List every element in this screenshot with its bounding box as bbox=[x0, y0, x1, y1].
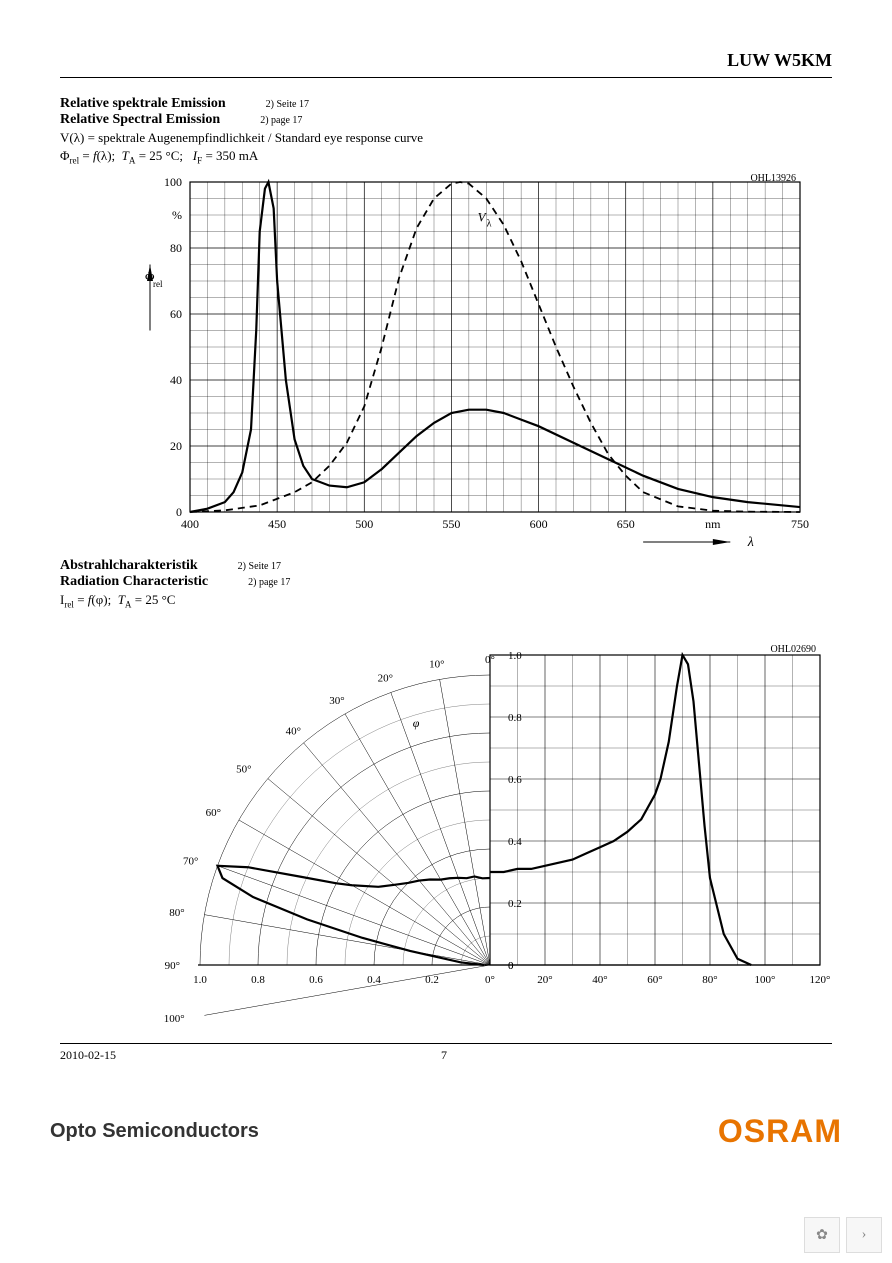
chart2-fn-en: 2) page 17 bbox=[248, 577, 290, 588]
product-code: LUW W5KM bbox=[60, 50, 832, 77]
svg-text:0.8: 0.8 bbox=[508, 712, 522, 724]
svg-text:0.2: 0.2 bbox=[508, 898, 522, 910]
svg-text:20: 20 bbox=[170, 439, 182, 453]
svg-text:0.8: 0.8 bbox=[251, 974, 265, 986]
svg-text:80°: 80° bbox=[169, 907, 184, 919]
chart2-formula: Irel = f(φ); TA = 25 °C bbox=[60, 592, 832, 610]
svg-text:0.4: 0.4 bbox=[367, 974, 381, 986]
svg-text:0: 0 bbox=[508, 960, 514, 972]
chart1-fn-en: 2) page 17 bbox=[260, 115, 302, 126]
svg-text:50°: 50° bbox=[236, 763, 251, 775]
svg-text:0.2: 0.2 bbox=[425, 974, 439, 986]
svg-text:90°: 90° bbox=[165, 960, 180, 972]
svg-text:80°: 80° bbox=[702, 974, 717, 986]
svg-text:40: 40 bbox=[170, 373, 182, 387]
svg-text:1.0: 1.0 bbox=[193, 974, 207, 986]
radiation-characteristic-chart: 0° 10° 20° 30° 40° 50° 60° 70° 80° 90° 100° 1.0 0.8 0… bbox=[120, 615, 840, 1035]
svg-text:60°: 60° bbox=[206, 807, 221, 819]
corner-icon-app[interactable]: ✿ bbox=[804, 1217, 840, 1253]
svg-text:20°: 20° bbox=[378, 673, 393, 685]
svg-text:70°: 70° bbox=[183, 856, 198, 868]
svg-text:40°: 40° bbox=[592, 974, 607, 986]
svg-text:1.0: 1.0 bbox=[508, 650, 522, 662]
spectral-emission-chart: 400450500550600650nm750020406080100%Φrel… bbox=[120, 172, 820, 552]
svg-text:nm: nm bbox=[705, 517, 721, 531]
svg-text:0: 0 bbox=[176, 505, 182, 519]
svg-text:500: 500 bbox=[355, 517, 373, 531]
svg-text:%: % bbox=[172, 208, 182, 222]
svg-text:750: 750 bbox=[791, 517, 809, 531]
footer-date: 2010-02-15 bbox=[60, 1048, 116, 1063]
svg-text:650: 650 bbox=[617, 517, 635, 531]
svg-text:30°: 30° bbox=[329, 695, 344, 707]
chart1-title-de: Relative spektrale Emission bbox=[60, 96, 226, 112]
svg-text:OHL13926: OHL13926 bbox=[750, 173, 796, 184]
svg-text:0.4: 0.4 bbox=[508, 836, 522, 848]
footer-page: 7 bbox=[441, 1048, 447, 1063]
chart1-fn-de: 2) Seite 17 bbox=[266, 99, 309, 110]
svg-text:60: 60 bbox=[170, 307, 182, 321]
svg-text:100°: 100° bbox=[164, 1013, 185, 1025]
svg-text:40°: 40° bbox=[286, 726, 301, 738]
svg-text:60°: 60° bbox=[647, 974, 662, 986]
svg-text:λ: λ bbox=[487, 218, 492, 229]
svg-text:0.6: 0.6 bbox=[508, 774, 522, 786]
brand-division: Opto Semiconductors bbox=[50, 1120, 259, 1143]
svg-text:80: 80 bbox=[170, 241, 182, 255]
chart1-formula1: V(λ) = spektrale Augenempfindlichkeit / … bbox=[60, 130, 832, 146]
chart2-title-en: Radiation Characteristic bbox=[60, 574, 208, 590]
chart1-formula2: Φrel = f(λ); TA = 25 °C; IF = 350 mA bbox=[60, 148, 832, 166]
chart2-title-de: Abstrahlcharakteristik bbox=[60, 558, 198, 574]
svg-text:100°: 100° bbox=[755, 974, 776, 986]
brand-logo: OSRAM bbox=[718, 1113, 842, 1150]
svg-text:OHL02690: OHL02690 bbox=[770, 644, 816, 655]
corner-icon-next[interactable]: › bbox=[846, 1217, 882, 1253]
svg-text:0°: 0° bbox=[485, 974, 495, 986]
svg-text:20°: 20° bbox=[537, 974, 552, 986]
svg-text:120°: 120° bbox=[810, 974, 831, 986]
svg-text:100: 100 bbox=[164, 175, 182, 189]
svg-text:10°: 10° bbox=[429, 659, 444, 671]
header-rule bbox=[60, 77, 832, 78]
svg-text:φ: φ bbox=[413, 716, 420, 730]
svg-text:rel: rel bbox=[153, 279, 163, 289]
svg-text:600: 600 bbox=[530, 517, 548, 531]
svg-text:550: 550 bbox=[442, 517, 460, 531]
svg-text:0.6: 0.6 bbox=[309, 974, 323, 986]
svg-text:450: 450 bbox=[268, 517, 286, 531]
svg-text:λ: λ bbox=[747, 535, 754, 550]
chart1-title-en: Relative Spectral Emission bbox=[60, 112, 220, 128]
chart2-fn-de: 2) Seite 17 bbox=[238, 561, 281, 572]
svg-text:400: 400 bbox=[181, 517, 199, 531]
